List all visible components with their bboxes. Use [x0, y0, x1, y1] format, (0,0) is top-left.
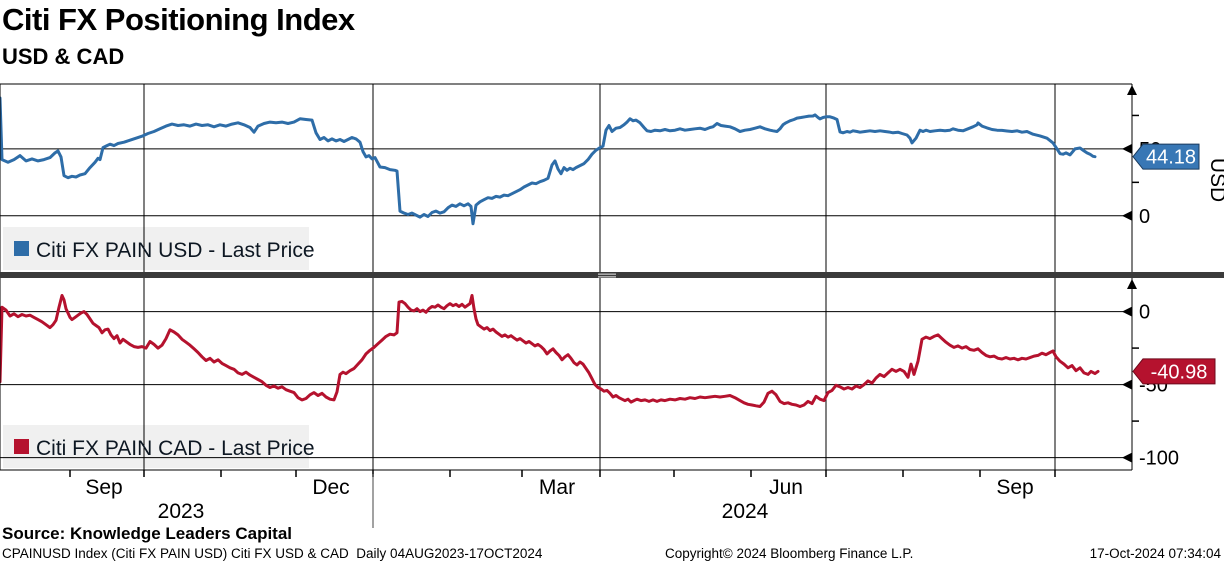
footer-timestamp: 17-Oct-2024 07:34:04	[1089, 546, 1221, 561]
panel-splitter-handle[interactable]	[598, 273, 616, 275]
panel-splitter-handle[interactable]	[598, 276, 616, 278]
cad-price-line	[0, 294, 1100, 408]
xtick-month-Sep: Sep	[996, 476, 1033, 499]
axis-up-arrow-usd	[1127, 85, 1137, 95]
axis-up-arrow-cad	[1127, 279, 1137, 289]
ytick-label-cad--100: -100	[1139, 448, 1179, 470]
page-title: Citi FX Positioning Index	[2, 2, 355, 37]
major-tick-arrow-usd	[1122, 210, 1132, 221]
axis-title-usd: USD	[1206, 158, 1224, 202]
major-tick-arrow-cad	[1122, 452, 1132, 463]
xtick-month-Dec: Dec	[312, 476, 349, 499]
source-note: Source: Knowledge Leaders Capital	[2, 524, 293, 543]
ytick-label-cad-0: 0	[1139, 302, 1150, 324]
major-tick-arrow-cad	[1122, 379, 1132, 390]
xtick-month-Jun: Jun	[769, 476, 803, 499]
xtick-month-Sep: Sep	[85, 476, 122, 499]
major-tick-arrow-usd	[1122, 143, 1132, 154]
legend-box-cad	[3, 425, 309, 468]
legend-label-usd: Citi FX PAIN USD - Last Price	[36, 239, 315, 262]
xtick-month-Mar: Mar	[539, 476, 575, 499]
legend-marker-cad	[14, 439, 29, 454]
ytick-label-usd-0: 0	[1139, 206, 1150, 228]
legend-marker-usd	[14, 241, 29, 256]
xtick-year-2023: 2023	[158, 500, 205, 523]
usd-price-line	[0, 96, 1097, 226]
page-subtitle: USD & CAD	[2, 44, 125, 69]
footer-ticker-info: CPAINUSD Index (Citi FX PAIN USD) Citi F…	[2, 546, 543, 561]
usd-last-price-tag	[1132, 143, 1200, 170]
footer-copyright: Copyright© 2024 Bloomberg Finance L.P.	[665, 546, 914, 561]
major-tick-arrow-cad	[1122, 306, 1132, 317]
legend-box-usd	[3, 227, 309, 270]
usd-last-price-value: 44.18	[1146, 147, 1196, 169]
cad-last-price-value: -40.98	[1151, 361, 1208, 383]
cad-last-price-tag	[1132, 358, 1216, 385]
legend-label-cad: Citi FX PAIN CAD - Last Price	[36, 437, 315, 460]
xtick-year-2024: 2024	[722, 500, 769, 523]
